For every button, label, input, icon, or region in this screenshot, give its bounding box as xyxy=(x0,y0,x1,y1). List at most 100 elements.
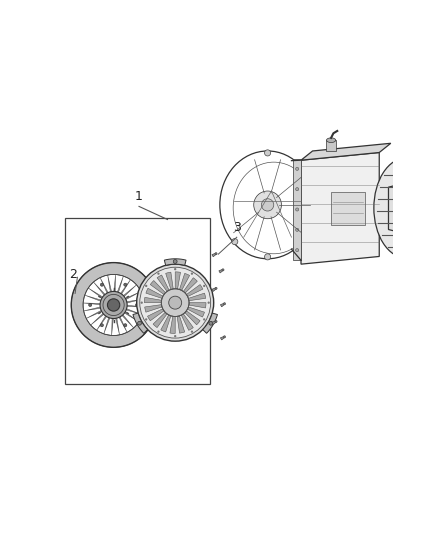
Polygon shape xyxy=(164,259,186,265)
Polygon shape xyxy=(112,316,113,335)
Polygon shape xyxy=(85,295,104,302)
Circle shape xyxy=(140,267,211,338)
Circle shape xyxy=(157,330,159,333)
Ellipse shape xyxy=(374,158,438,258)
Polygon shape xyxy=(145,305,162,312)
Polygon shape xyxy=(122,310,139,322)
Polygon shape xyxy=(175,272,180,289)
Circle shape xyxy=(296,208,299,211)
Circle shape xyxy=(215,320,217,322)
Polygon shape xyxy=(389,175,434,241)
Circle shape xyxy=(145,285,147,287)
Polygon shape xyxy=(301,152,379,264)
Polygon shape xyxy=(203,313,217,333)
Polygon shape xyxy=(97,313,108,330)
Polygon shape xyxy=(88,288,105,300)
Circle shape xyxy=(173,260,177,263)
Circle shape xyxy=(203,318,205,320)
Polygon shape xyxy=(146,288,163,298)
Circle shape xyxy=(191,272,193,275)
Circle shape xyxy=(208,302,210,304)
Polygon shape xyxy=(91,311,106,325)
Circle shape xyxy=(174,335,177,337)
Circle shape xyxy=(297,165,304,171)
Polygon shape xyxy=(120,312,134,328)
Polygon shape xyxy=(185,311,200,325)
Circle shape xyxy=(232,239,238,245)
Polygon shape xyxy=(170,316,175,334)
Circle shape xyxy=(191,330,193,333)
Circle shape xyxy=(223,336,226,338)
Polygon shape xyxy=(123,292,141,301)
Polygon shape xyxy=(187,285,203,296)
Circle shape xyxy=(265,150,271,156)
Bar xyxy=(65,218,210,384)
Circle shape xyxy=(254,191,282,219)
Circle shape xyxy=(215,287,217,289)
Circle shape xyxy=(135,303,138,306)
Polygon shape xyxy=(212,288,216,292)
Circle shape xyxy=(265,254,271,260)
Polygon shape xyxy=(220,303,225,307)
Polygon shape xyxy=(189,303,206,308)
Polygon shape xyxy=(104,315,111,334)
Circle shape xyxy=(399,200,414,216)
Polygon shape xyxy=(187,307,205,317)
Polygon shape xyxy=(188,293,206,301)
Bar xyxy=(331,191,365,225)
Circle shape xyxy=(137,264,214,341)
Polygon shape xyxy=(145,297,162,303)
Text: 3: 3 xyxy=(233,221,241,234)
Polygon shape xyxy=(86,309,104,318)
Polygon shape xyxy=(212,253,216,257)
Polygon shape xyxy=(84,306,103,311)
Circle shape xyxy=(223,303,226,305)
Circle shape xyxy=(124,324,127,327)
Bar xyxy=(293,159,301,260)
Circle shape xyxy=(296,167,299,171)
Circle shape xyxy=(389,191,423,225)
Polygon shape xyxy=(108,275,112,295)
Circle shape xyxy=(88,303,92,306)
Polygon shape xyxy=(177,316,185,333)
Polygon shape xyxy=(180,273,190,290)
Circle shape xyxy=(296,248,299,252)
Polygon shape xyxy=(301,143,391,160)
Circle shape xyxy=(296,228,299,231)
Polygon shape xyxy=(184,278,197,293)
Polygon shape xyxy=(150,280,166,295)
Polygon shape xyxy=(161,315,171,332)
Polygon shape xyxy=(181,314,193,330)
Polygon shape xyxy=(121,285,137,298)
Ellipse shape xyxy=(326,138,336,142)
Circle shape xyxy=(174,268,177,270)
Circle shape xyxy=(169,296,182,309)
Polygon shape xyxy=(124,299,144,304)
Polygon shape xyxy=(220,336,225,340)
Polygon shape xyxy=(124,308,142,315)
Circle shape xyxy=(138,321,141,325)
Polygon shape xyxy=(71,263,156,348)
Circle shape xyxy=(141,302,143,304)
Circle shape xyxy=(209,321,213,325)
Polygon shape xyxy=(153,312,167,328)
Polygon shape xyxy=(219,269,223,273)
Polygon shape xyxy=(115,315,120,335)
Text: 1: 1 xyxy=(135,190,143,203)
Circle shape xyxy=(161,289,189,317)
Polygon shape xyxy=(118,314,127,332)
Circle shape xyxy=(100,292,127,319)
Circle shape xyxy=(100,283,103,286)
Polygon shape xyxy=(117,276,124,295)
Circle shape xyxy=(100,324,103,327)
Circle shape xyxy=(215,253,217,255)
Polygon shape xyxy=(100,278,110,296)
Circle shape xyxy=(107,299,120,311)
Polygon shape xyxy=(148,309,164,321)
Circle shape xyxy=(296,188,299,191)
Circle shape xyxy=(261,199,274,211)
Polygon shape xyxy=(157,275,169,292)
Polygon shape xyxy=(133,313,148,333)
Polygon shape xyxy=(212,321,216,325)
Polygon shape xyxy=(83,303,103,305)
